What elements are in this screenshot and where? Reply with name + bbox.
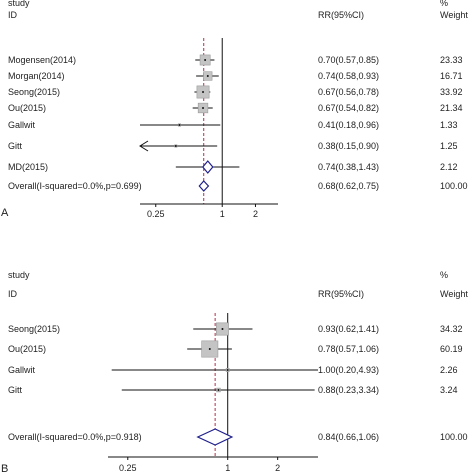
x-tick-label: 0.25 <box>147 209 165 219</box>
study-label: Seong(2015) <box>8 324 60 334</box>
study-label: MD(2015) <box>8 162 48 172</box>
weight-value: 1.33 <box>440 120 458 130</box>
point-estimate <box>221 328 224 330</box>
overall-weight-value: 100.00 <box>440 181 468 191</box>
study-label: Gitt <box>8 385 23 395</box>
rr-ci-value: 0.74(0.38,1.43) <box>318 162 379 172</box>
overall-diamond <box>196 428 234 446</box>
overall-weight-value: 100.00 <box>440 432 468 442</box>
point-estimate <box>178 124 181 126</box>
study-diamond <box>202 160 214 174</box>
point-estimate <box>174 145 177 147</box>
study-header: study <box>8 0 30 8</box>
study-label: Ou(2015) <box>8 103 46 113</box>
point-estimate <box>204 59 207 61</box>
id-header: ID <box>8 289 18 299</box>
point-estimate <box>202 107 205 109</box>
percent-header: % <box>440 270 448 280</box>
panel-label: A <box>1 207 9 219</box>
study-label: Gitt <box>8 141 23 151</box>
rr-ci-header: RR(95%CI) <box>318 289 364 299</box>
x-tick-label: 2 <box>253 209 258 219</box>
weight-value: 16.71 <box>440 71 463 81</box>
x-tick-label: 1 <box>220 209 225 219</box>
point-estimate <box>226 369 229 371</box>
x-tick-label: 1 <box>225 463 230 473</box>
point-estimate <box>206 75 209 77</box>
weight-value: 60.19 <box>440 344 463 354</box>
weight-header: Weight <box>440 10 468 20</box>
rr-ci-value: 0.78(0.57,1.06) <box>318 344 379 354</box>
weight-value: 1.25 <box>440 141 458 151</box>
weight-value: 2.26 <box>440 365 458 375</box>
forest-panel-b: study ID RR(95%CI)% Weight 0.25 1 2 B Seong(2015… <box>1 270 468 474</box>
point-estimate <box>202 91 205 93</box>
weight-value: 3.24 <box>440 385 458 395</box>
study-label: Morgan(2014) <box>8 71 65 81</box>
overall-diamond <box>198 180 210 192</box>
point-estimate <box>208 348 211 350</box>
ci-arrow <box>139 140 149 152</box>
weight-value: 33.92 <box>440 87 463 97</box>
overall-label: Overall(I-squared=0.0%,p=0.699) <box>8 181 142 191</box>
panel-label: B <box>1 463 8 474</box>
rr-ci-value: 0.67(0.54,0.82) <box>318 103 379 113</box>
rr-ci-value: 0.70(0.57,0.85) <box>318 55 379 65</box>
rr-ci-header: RR(95%CI) <box>318 10 364 20</box>
weight-header: Weight <box>440 289 468 299</box>
study-header: study <box>8 270 30 280</box>
x-tick-label: 0.25 <box>119 463 137 473</box>
weight-value: 34.32 <box>440 324 463 334</box>
rr-ci-value: 1.00(0.20,4.93) <box>318 365 379 375</box>
study-label: Seong(2015) <box>8 87 60 97</box>
rr-ci-value: 0.74(0.58,0.93) <box>318 71 379 81</box>
percent-header: % <box>440 0 448 8</box>
rr-ci-value: 0.41(0.18,0.96) <box>318 120 379 130</box>
rr-ci-value: 0.88(0.23,3.34) <box>318 385 379 395</box>
rr-ci-value: 0.38(0.15,0.90) <box>318 141 379 151</box>
study-label: Ou(2015) <box>8 344 46 354</box>
x-tick-label: 2 <box>275 463 280 473</box>
study-label: Gallwit <box>8 365 36 375</box>
weight-value: 23.33 <box>440 55 463 65</box>
weight-value: 2.12 <box>440 162 458 172</box>
weight-value: 21.34 <box>440 103 463 113</box>
id-header: ID <box>8 10 18 20</box>
study-label: Gallwit <box>8 120 36 130</box>
overall-rr-ci-value: 0.84(0.66,1.06) <box>318 432 379 442</box>
overall-label: Overall(I-squared=0.0%,p=0.918) <box>8 432 142 442</box>
forest-panel-a: study ID RR(95%CI)% Weight 0.25 1 2 A Mogensen(2… <box>1 0 468 219</box>
rr-ci-value: 0.67(0.56,0.78) <box>318 87 379 97</box>
overall-rr-ci-value: 0.68(0.62,0.75) <box>318 181 379 191</box>
rr-ci-value: 0.93(0.62,1.41) <box>318 324 379 334</box>
study-label: Mogensen(2014) <box>8 55 76 65</box>
point-estimate <box>217 389 220 391</box>
